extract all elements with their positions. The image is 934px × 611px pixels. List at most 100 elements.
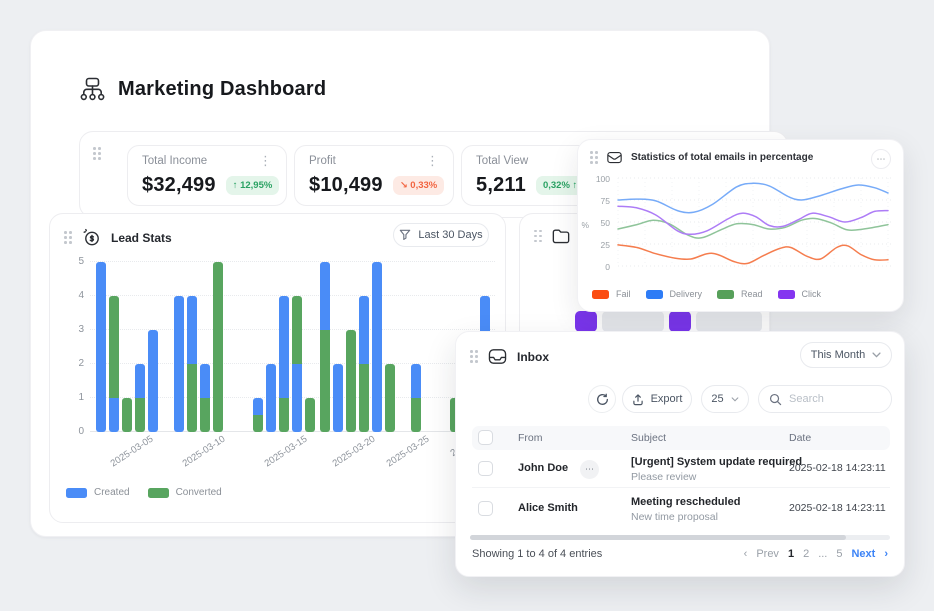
horizontal-scrollbar (470, 535, 890, 540)
funnel-icon (399, 229, 411, 241)
pagination-item-prev[interactable]: Prev (756, 548, 779, 560)
bar-segment-created (253, 398, 263, 415)
row-checkbox[interactable] (478, 501, 493, 516)
legend-swatch (148, 488, 169, 498)
bar (320, 262, 330, 432)
chevron-down-icon (872, 352, 881, 358)
legend-item-converted: Converted (148, 487, 222, 498)
bar-segment-created (333, 364, 343, 432)
cell-preview: New time proposal (631, 511, 718, 523)
table-header: From Subject Date (472, 426, 890, 450)
pagination-item-2[interactable]: 2 (803, 548, 809, 560)
legend-swatch (66, 488, 87, 498)
legend-label: Delivery (670, 289, 703, 299)
y-tick-label: 0 (64, 426, 84, 437)
table-row[interactable]: John Doe⋯[Urgent] System update required… (472, 450, 890, 488)
stat-value: 5,211 (476, 174, 526, 197)
column-subject: Subject (631, 432, 666, 444)
email-stats-card: Statistics of total emails in percentage… (577, 139, 904, 312)
bar-segment-created (187, 296, 197, 364)
inbox-title: Inbox (517, 350, 549, 364)
y-tick-label: 4 (64, 290, 84, 301)
row-checkbox[interactable] (478, 461, 493, 476)
refresh-button[interactable] (588, 385, 616, 413)
bar (148, 330, 158, 432)
export-label: Export (651, 393, 683, 405)
lead-stats-filter-label: Last 30 Days (418, 229, 482, 241)
stats-row-drag-handle[interactable] (93, 147, 101, 160)
bar (122, 398, 132, 432)
x-tick-label: 2025-03-10 (176, 431, 232, 473)
stat-card-body: $10,499↘ 0,33% (309, 174, 441, 197)
bar-segment-created (266, 364, 276, 432)
bar-segment-created (411, 364, 421, 398)
refresh-icon (596, 393, 609, 406)
folder-card-drag-handle[interactable] (534, 230, 542, 243)
bar (266, 364, 276, 432)
legend-swatch (646, 290, 663, 299)
inbox-drag-handle[interactable] (470, 350, 478, 363)
stat-value: $10,499 (309, 174, 383, 197)
bar-segment-converted (346, 330, 356, 432)
card-menu-button[interactable]: ⋮ (257, 156, 274, 166)
page-size-value: 25 (711, 393, 723, 405)
gridline (90, 261, 495, 262)
cell-preview: Please review (631, 471, 696, 483)
column-date: Date (789, 432, 811, 444)
lead-stats-icon (82, 228, 101, 247)
period-dropdown[interactable]: This Month (800, 342, 892, 368)
email-lines-chart (614, 172, 896, 280)
bar-segment-created (148, 330, 158, 432)
pagination-item-[interactable]: › (884, 548, 888, 560)
lead-stats-title: Lead Stats (111, 231, 172, 245)
row-actions-button[interactable]: ⋯ (580, 460, 599, 479)
export-button[interactable]: Export (622, 385, 692, 413)
bar (359, 296, 369, 432)
email-stats-drag-handle[interactable] (590, 151, 598, 164)
pagination-item-: ... (818, 548, 827, 560)
bar-segment-converted (109, 296, 119, 398)
lead-stats-drag-handle[interactable] (64, 231, 72, 244)
pagination-item-[interactable]: ‹ (744, 548, 748, 560)
email-y-tick-label: 50 (590, 218, 610, 228)
bar-segment-converted (122, 398, 132, 432)
legend-item-click: Click (778, 289, 822, 299)
bar-segment-created (96, 262, 106, 432)
bar-segment-created (372, 262, 382, 432)
pagination-item-next[interactable]: Next (851, 548, 875, 560)
legend-label: Read (741, 289, 763, 299)
cell-date: 2025-02-18 14:23:11 (789, 502, 886, 514)
scrollbar-thumb[interactable] (470, 535, 846, 540)
bar-segment-converted (279, 398, 289, 432)
bar-segment-created (109, 398, 119, 432)
bar-segment-converted (320, 330, 330, 432)
hidden-chart-bar-gray (696, 311, 762, 332)
card-menu-button[interactable]: ⋮ (424, 156, 441, 166)
trend-badge: ↘ 0,33% (393, 176, 445, 195)
period-label: This Month (811, 349, 865, 361)
email-stats-menu-button[interactable]: ⋯ (871, 149, 891, 169)
search-input[interactable] (789, 393, 881, 405)
stat-card-header: Total Income⋮ (142, 155, 274, 167)
legend-label: Converted (176, 487, 222, 498)
stat-label: Total View (476, 155, 528, 167)
legend-item-delivery: Delivery (646, 289, 703, 299)
bar (385, 364, 395, 432)
stat-card-body: $32,499↑ 12,95% (142, 174, 274, 197)
table-row[interactable]: Alice SmithMeeting rescheduledNew time p… (472, 490, 890, 528)
bar-segment-converted (305, 398, 315, 432)
pagination-item-1[interactable]: 1 (788, 548, 794, 560)
page-size-dropdown[interactable]: 25 (701, 385, 749, 413)
cell-subject: [Urgent] System update required (631, 456, 802, 468)
bar (305, 398, 315, 432)
lead-stats-filter-button[interactable]: Last 30 Days (393, 223, 489, 247)
select-all-checkbox[interactable] (478, 430, 493, 445)
bar-segment-converted (292, 296, 302, 364)
bar (96, 262, 106, 432)
mail-icon (607, 151, 622, 164)
bar-segment-converted (200, 398, 210, 432)
search-box (758, 385, 892, 413)
inbox-footer: Showing 1 to 4 of 4 entries ‹Prev12...5N… (472, 548, 888, 560)
pagination-item-5[interactable]: 5 (836, 548, 842, 560)
bar (279, 296, 289, 432)
